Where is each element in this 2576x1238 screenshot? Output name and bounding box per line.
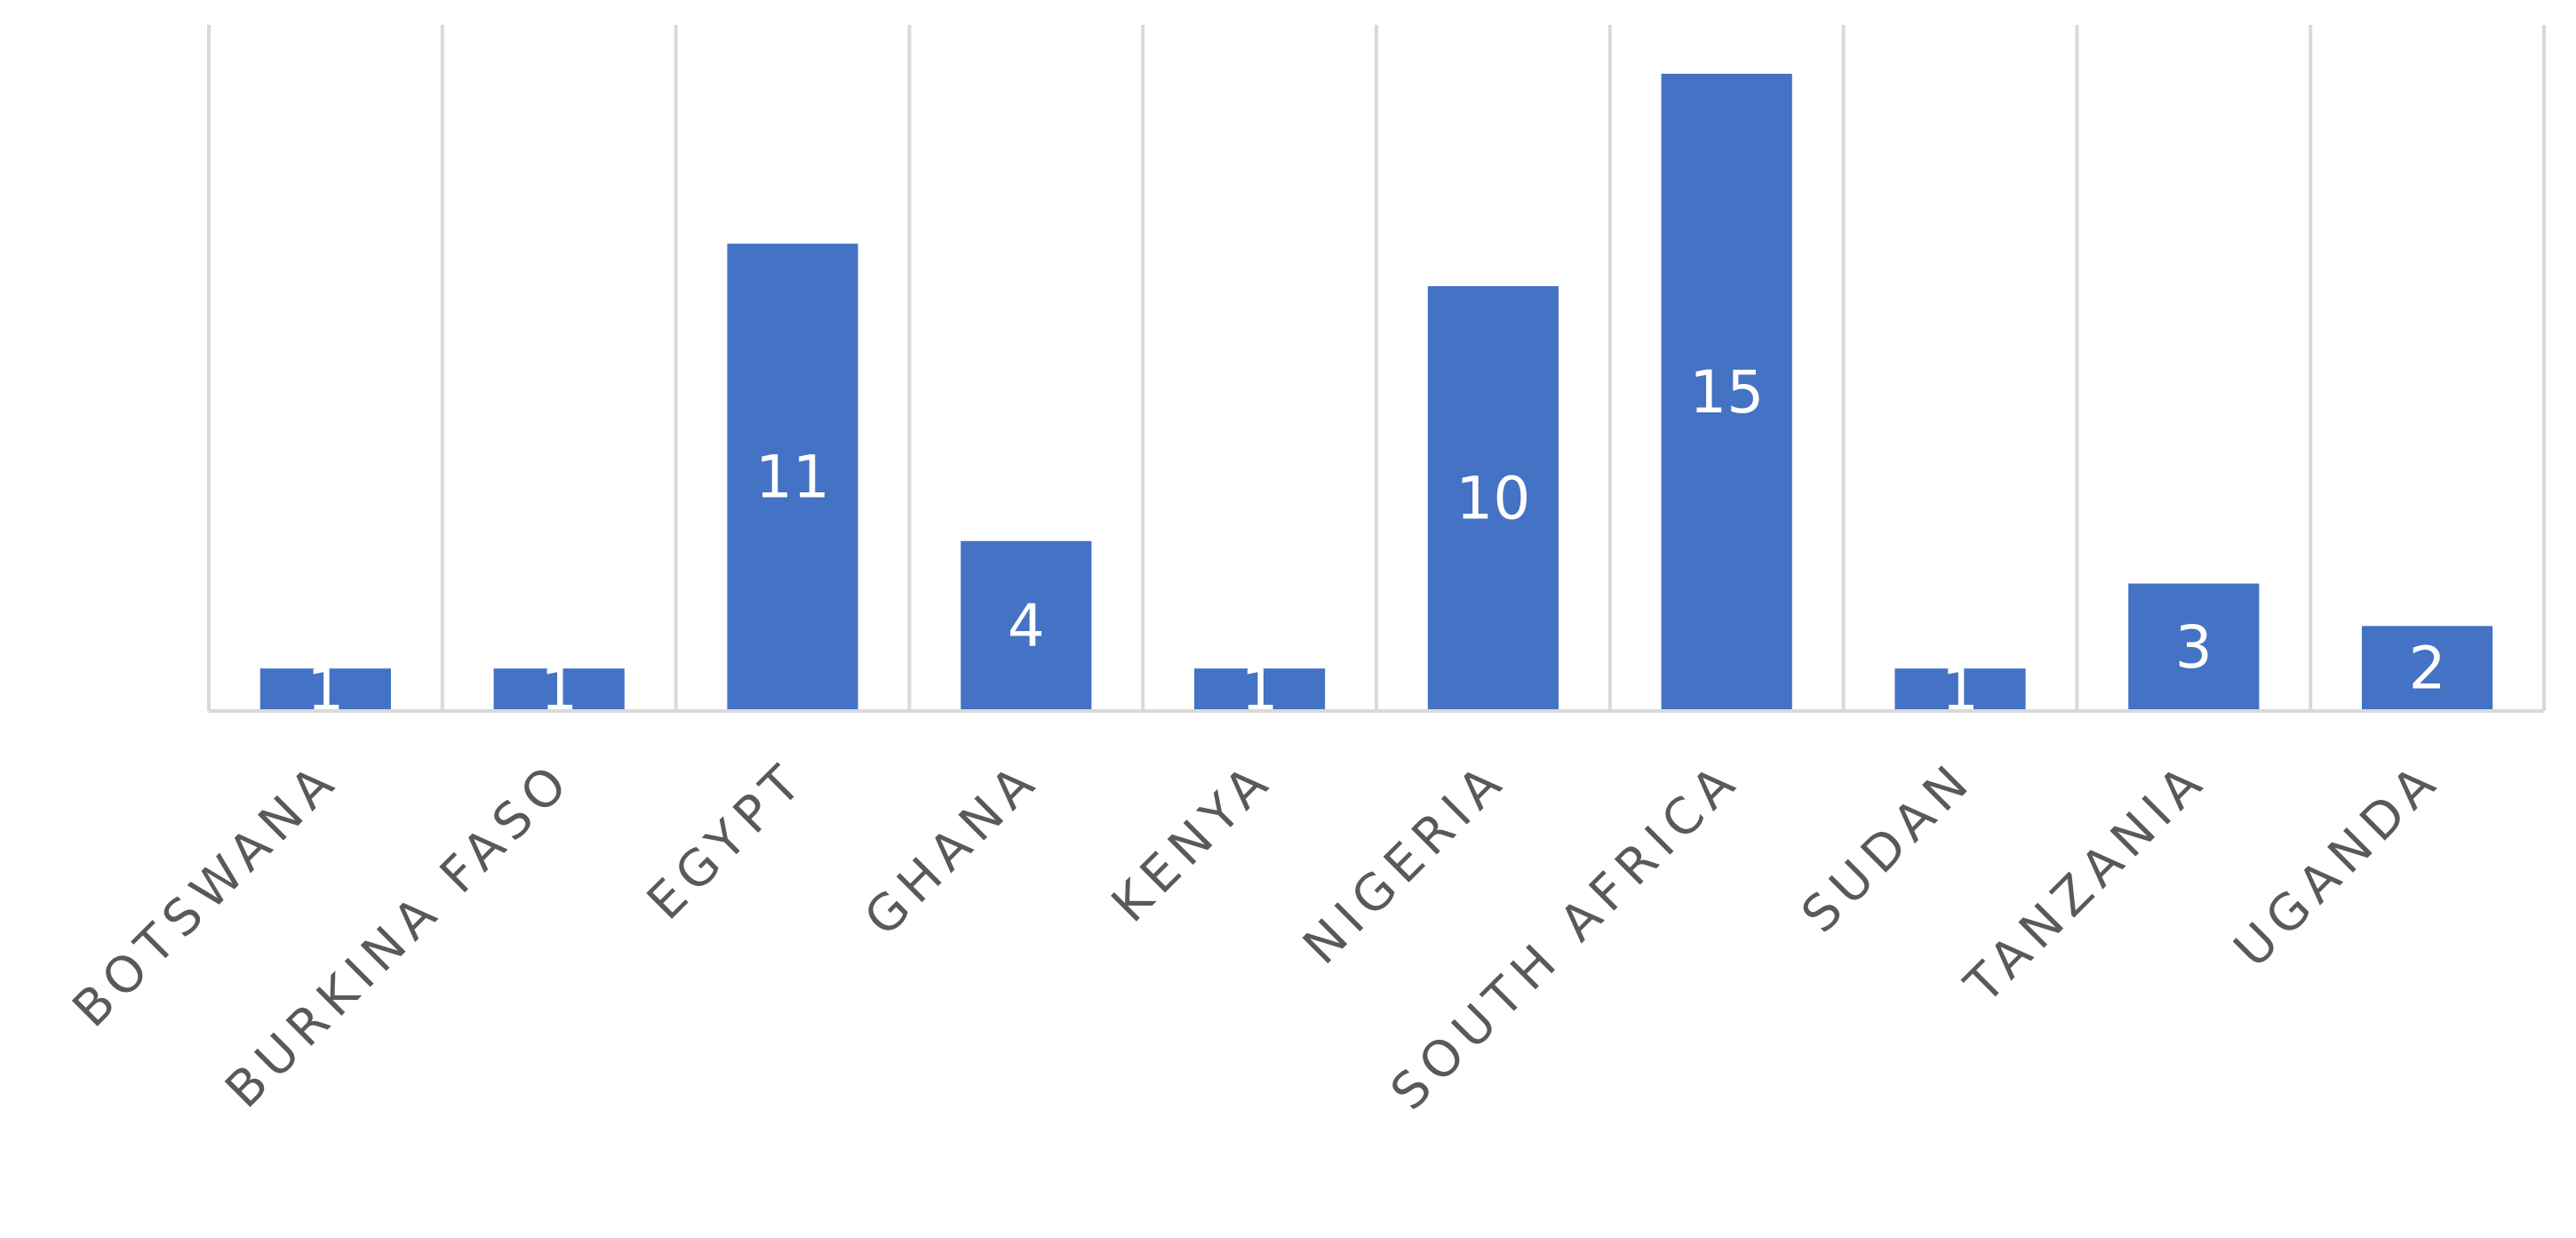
data-label: 1 bbox=[540, 656, 578, 724]
bar-uganda bbox=[2362, 626, 2493, 711]
data-label: 1 bbox=[307, 656, 344, 724]
category-label: TANZANIA bbox=[1954, 750, 2219, 1015]
data-label: 2 bbox=[2409, 635, 2446, 703]
bar-burkina-faso bbox=[493, 668, 625, 711]
category-label: UGANDA bbox=[2223, 750, 2452, 978]
category-label: SUDAN bbox=[1790, 750, 1984, 944]
bar-egypt bbox=[727, 244, 858, 711]
grid-lines bbox=[207, 25, 2546, 711]
data-label: 15 bbox=[1689, 358, 1764, 427]
data-label: 3 bbox=[2175, 613, 2213, 682]
bar-botswana bbox=[259, 668, 391, 711]
category-label: GHANA bbox=[854, 750, 1051, 947]
bar-nigeria bbox=[1427, 286, 1559, 711]
bar-ghana bbox=[961, 540, 1092, 711]
category-label: NIGERIA bbox=[1293, 750, 1519, 976]
category-label: KENYA bbox=[1101, 750, 1285, 934]
bar-kenya bbox=[1194, 668, 1326, 711]
data-label: 1 bbox=[1241, 656, 1279, 724]
bar-tanzania bbox=[2128, 583, 2260, 711]
bars bbox=[259, 74, 2493, 711]
data-label: 4 bbox=[1008, 592, 1045, 660]
category-label: EGYPT bbox=[636, 750, 817, 931]
bar-sudan bbox=[1894, 668, 2026, 711]
bar-south-africa bbox=[1661, 74, 1792, 711]
data-label: 10 bbox=[1455, 465, 1530, 533]
data-label: 1 bbox=[1942, 656, 1979, 724]
data-label: 11 bbox=[755, 443, 830, 512]
